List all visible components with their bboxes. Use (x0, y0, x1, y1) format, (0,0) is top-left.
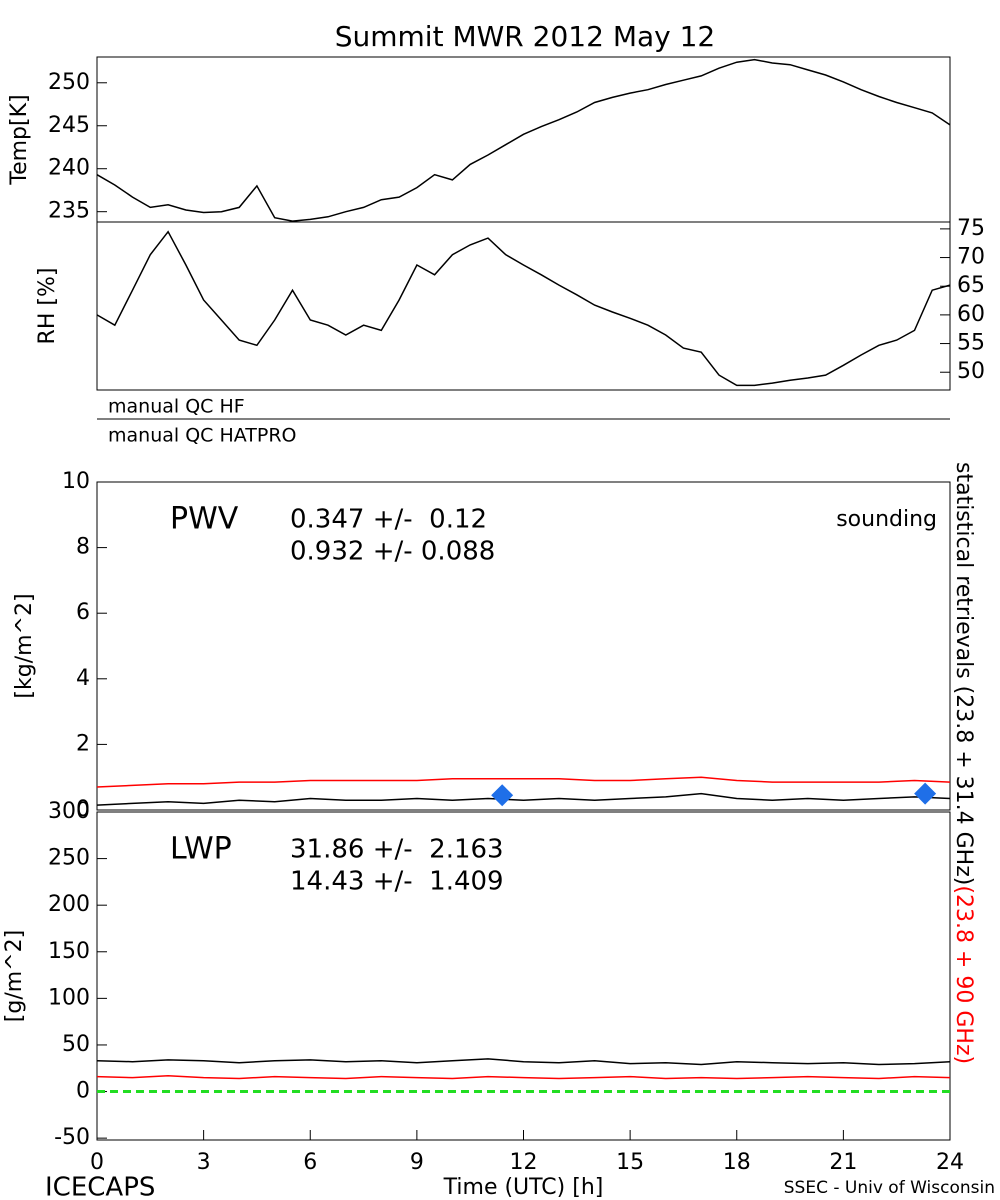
y-tick-label: 0 (76, 1079, 90, 1104)
y-tick-label: 4 (76, 666, 90, 691)
y-tick-label: 8 (76, 535, 90, 560)
y-tick-label: 65 (957, 273, 985, 298)
legend: statistical retrievals (23.8 + 31.4 GHz)… (951, 462, 976, 1064)
y-tick-label: 0 (76, 797, 90, 822)
plot-frame (96, 221, 951, 391)
y-tick-label: 6 (76, 600, 90, 625)
annotation: LWP (170, 832, 232, 867)
plot-frame (96, 56, 951, 223)
y-tick-label: 250 (48, 846, 90, 871)
x-tick-label: 3 (197, 1150, 211, 1175)
annotation: PWV (170, 502, 239, 537)
y-tick-label: 70 (957, 245, 985, 270)
y-tick-label: 50 (62, 1032, 90, 1057)
legend-entry: statistical retrievals (23.8 + 31.4 GHz) (951, 462, 976, 885)
x-tick-label: 18 (723, 1150, 751, 1175)
data-line (96, 230, 951, 387)
qc-label: manual QC HF (108, 396, 245, 418)
y-tick-label: 250 (48, 70, 90, 95)
data-line (96, 1074, 951, 1080)
footer-left: ICECAPS (45, 1173, 155, 1200)
sounding-marker (914, 782, 937, 805)
legend-entry: (23.8 + 90 GHz) (951, 885, 976, 1064)
y-tick-label: 235 (48, 199, 90, 224)
y-tick-label: 200 (48, 892, 90, 917)
x-tick-label: 6 (303, 1150, 317, 1175)
x-axis-label: Time (UTC) [h] (443, 1175, 604, 1200)
data-line (96, 1058, 951, 1066)
y-tick-label: 100 (48, 985, 90, 1010)
y-axis-label: [kg/m^2] (12, 593, 37, 698)
y-axis-label: [g/m^2] (2, 930, 27, 1022)
y-tick-label: 50 (957, 359, 985, 384)
y-tick-label: 60 (957, 302, 985, 327)
y-tick-label: 2 (76, 731, 90, 756)
y-tick-label: 240 (48, 156, 90, 181)
annotation: 0.347 +/- 0.12 (290, 505, 487, 535)
x-tick-label: 0 (90, 1150, 104, 1175)
y-tick-label: 10 (62, 469, 90, 494)
y-tick-label: 75 (957, 216, 985, 241)
sounding-marker (491, 784, 514, 807)
y-tick-label: 300 (48, 799, 90, 824)
y-tick-label: 245 (48, 113, 90, 138)
y-tick-label: 150 (48, 939, 90, 964)
chart-title: Summit MWR 2012 May 12 (335, 20, 716, 53)
y-axis-label: Temp[K] (7, 94, 32, 185)
y-tick-label: -50 (54, 1125, 90, 1150)
footer-right: SSEC - Univ of Wisconsin (784, 1178, 995, 1198)
annotation: 14.43 +/- 1.409 (290, 867, 504, 897)
x-tick-label: 24 (936, 1150, 964, 1175)
plot-frame (96, 481, 951, 811)
x-tick-label: 9 (410, 1150, 424, 1175)
x-tick-label: 12 (510, 1150, 538, 1175)
annotation: 31.86 +/- 2.163 (290, 835, 504, 865)
annotation: 0.932 +/- 0.088 (290, 537, 495, 567)
y-tick-label: 55 (957, 331, 985, 356)
data-line (96, 58, 951, 222)
x-tick-label: 15 (616, 1150, 644, 1175)
data-line (96, 776, 951, 788)
data-line (96, 792, 951, 806)
qc-label: manual QC HATPRO (108, 425, 297, 447)
legend-entry: sounding (836, 507, 937, 532)
x-tick-label: 21 (829, 1150, 857, 1175)
y-axis-label: RH [%] (35, 268, 60, 345)
